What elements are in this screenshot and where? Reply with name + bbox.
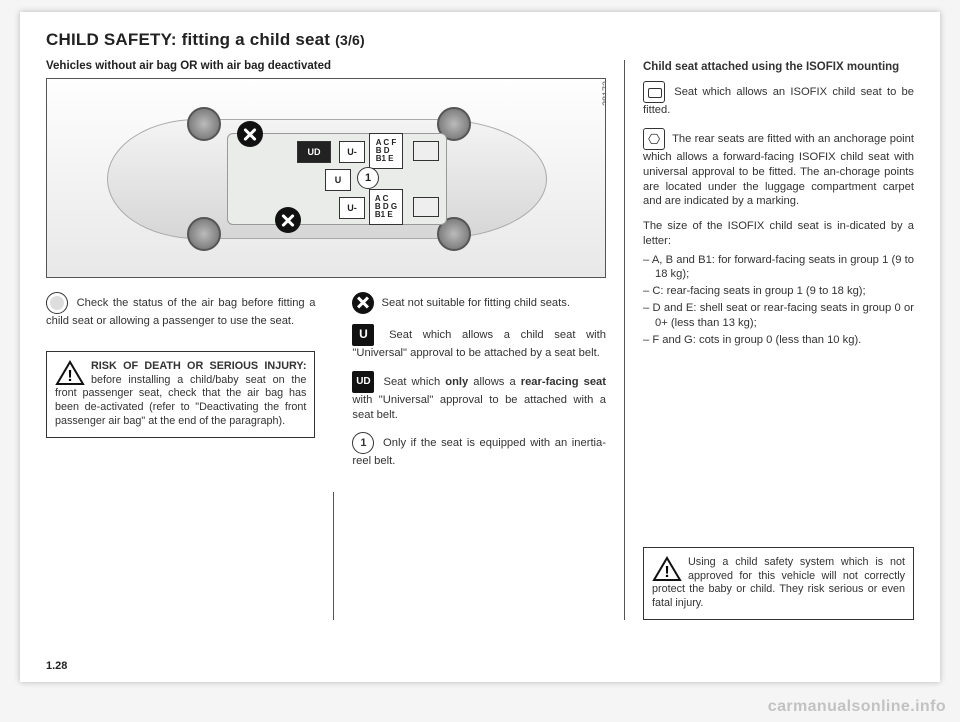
- front-seat-no-icon-2: [275, 207, 301, 233]
- no-seat-text: Seat not suitable for fitting child seat…: [382, 297, 570, 309]
- warn-body-right: Using a child safety system which is not…: [652, 556, 905, 609]
- warning-triangle-icon: !: [652, 556, 682, 582]
- title-sub: (3/6): [335, 32, 365, 48]
- anchorage-icon: [643, 128, 665, 150]
- airbag-check-para: Check the status of the air bag before f…: [46, 292, 315, 329]
- iso-text: Seat which allows an ISOFIX child seat t…: [643, 86, 914, 116]
- size-lead: The size of the ISOFIX child seat is in-…: [643, 219, 914, 249]
- warning-box-right: ! Using a child safety system which is n…: [643, 547, 914, 620]
- seat-u-dash-bot: U-: [339, 197, 365, 219]
- seat-ud-label: UD: [297, 141, 331, 163]
- col1-subhead: Vehicles without air bag OR with air bag…: [46, 60, 606, 72]
- seat-grid-top: A C F B D B1 E: [369, 133, 403, 169]
- page-title: CHILD SAFETY: fitting a child seat (3/6): [46, 30, 914, 50]
- svg-text:!: !: [67, 368, 72, 385]
- warning-box-left: ! RISK OF DEATH OR SERIOUS INJURY: befor…: [46, 351, 315, 438]
- ud-pre: Seat which: [383, 376, 445, 388]
- warn-lead: RISK OF DEATH OR SERIOUS INJURY:: [91, 360, 306, 372]
- ud-seat-para: UD Seat which only allows a rear-facing …: [352, 371, 606, 423]
- content-columns: Vehicles without air bag OR with air bag…: [46, 60, 914, 620]
- column-divider-1: [333, 492, 334, 620]
- airbag-icon: [46, 292, 68, 314]
- airbag-check-text: Check the status of the air bag before f…: [46, 297, 315, 327]
- left-two-columns: Vehicles without air bag OR with air bag…: [46, 60, 606, 620]
- seat-grid-bot: A C B D G B1 E: [369, 189, 403, 225]
- iso-para: Seat which allows an ISOFIX child seat t…: [643, 81, 914, 118]
- isofix-bot-icon: [413, 197, 439, 217]
- col3-subhead: Child seat attached using the ISOFIX mou…: [643, 60, 914, 75]
- column-2: Seat not suitable for fitting child seat…: [352, 292, 606, 620]
- isofix-top-icon: [413, 141, 439, 161]
- isofix-seat-icon: [643, 81, 665, 103]
- column-divider-2: [624, 60, 625, 620]
- anchor-text: The rear seats are fitted with an anchor…: [643, 133, 914, 207]
- diagram-code: 28173: [601, 81, 606, 106]
- ud-post: with "Universal" approval to be attached…: [352, 394, 606, 421]
- size-item: C: rear-facing seats in group 1 (9 to 18…: [655, 284, 914, 299]
- number-1-icon: 1: [352, 432, 374, 454]
- svg-text:!: !: [664, 564, 669, 581]
- ud-rear: rear-facing seat: [521, 376, 606, 388]
- column-3: Child seat attached using the ISOFIX mou…: [643, 60, 914, 620]
- size-item: D and E: shell seat or rear-facing seats…: [655, 301, 914, 331]
- u-seat-text: Seat which allows a child seat with "Uni…: [352, 329, 606, 359]
- car-outline: UD U- A C F B D B1 E U 1 U- A C B D G B1…: [107, 109, 547, 259]
- u-icon: U: [352, 324, 374, 346]
- title-main: CHILD SAFETY: fitting a child seat: [46, 30, 335, 49]
- size-list: A, B and B1: for forward-facing seats in…: [643, 253, 914, 350]
- no-seat-para: Seat not suitable for fitting child seat…: [352, 292, 606, 314]
- not-suitable-icon: [352, 292, 374, 314]
- num1-para: 1 Only if the seat is equipped with an i…: [352, 432, 606, 469]
- anchor-para: The rear seats are fitted with an anchor…: [643, 128, 914, 209]
- size-item: F and G: cots in group 0 (less than 10 k…: [655, 333, 914, 348]
- front-seat-no-icon: [237, 121, 263, 147]
- ud-icon: UD: [352, 371, 374, 393]
- size-item: A, B and B1: for forward-facing seats in…: [655, 253, 914, 283]
- seat-u-center: U: [325, 169, 351, 191]
- seat-num-1: 1: [357, 167, 379, 189]
- u-seat-para: U Seat which allows a child seat with "U…: [352, 324, 606, 361]
- watermark: carmanualsonline.info: [768, 698, 946, 716]
- vehicle-diagram: 28173 UD U- A C F B D B1 E U 1 U- A C B …: [46, 78, 606, 278]
- warn-body-left: before installing a child/baby seat on t…: [55, 374, 306, 427]
- page-number: 1.28: [46, 660, 67, 672]
- ud-only: only: [445, 376, 468, 388]
- manual-page: CHILD SAFETY: fitting a child seat (3/6)…: [20, 12, 940, 682]
- num1-text: Only if the seat is equipped with an ine…: [352, 437, 606, 467]
- column-1: Check the status of the air bag before f…: [46, 292, 315, 620]
- seat-u-dash-top: U-: [339, 141, 365, 163]
- warning-triangle-icon: !: [55, 360, 85, 386]
- ud-mid: allows a: [468, 376, 521, 388]
